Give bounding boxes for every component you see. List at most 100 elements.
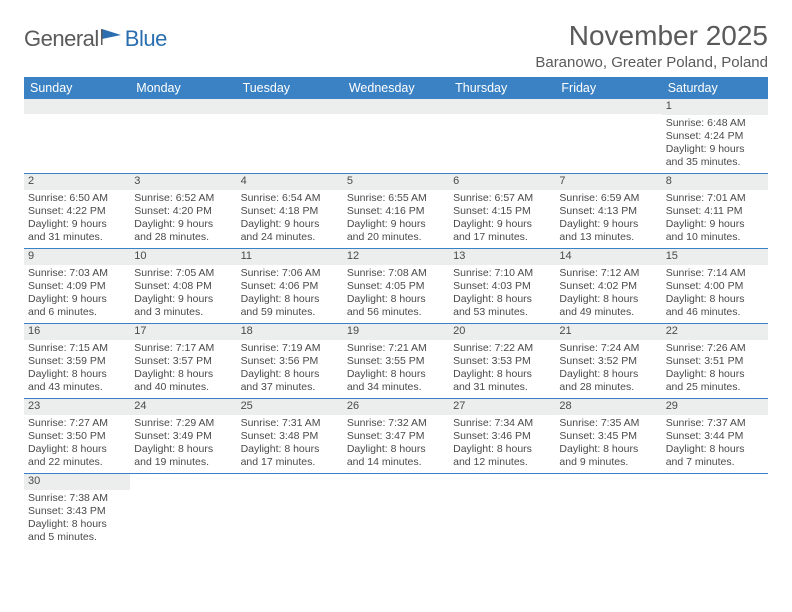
sunrise-text: Sunrise: 7:22 AM xyxy=(453,342,551,355)
day-number xyxy=(555,99,661,114)
daylight-text: Daylight: 8 hours and 28 minutes. xyxy=(559,368,657,394)
weekday-header: Sunday xyxy=(24,77,130,99)
daylight-text: Daylight: 8 hours and 19 minutes. xyxy=(134,443,232,469)
calendar-day-cell: 2Sunrise: 6:50 AMSunset: 4:22 PMDaylight… xyxy=(24,174,130,248)
calendar-day-cell: 6Sunrise: 6:57 AMSunset: 4:15 PMDaylight… xyxy=(449,174,555,248)
day-number: 30 xyxy=(24,474,130,490)
day-number: 27 xyxy=(449,399,555,415)
sunset-text: Sunset: 3:43 PM xyxy=(28,505,126,518)
day-number xyxy=(130,474,236,489)
daylight-text: Daylight: 8 hours and 59 minutes. xyxy=(241,293,339,319)
weekday-header: Monday xyxy=(130,77,236,99)
calendar-day-cell xyxy=(449,474,555,548)
calendar-day-cell: 18Sunrise: 7:19 AMSunset: 3:56 PMDayligh… xyxy=(237,324,343,398)
sunrise-text: Sunrise: 7:19 AM xyxy=(241,342,339,355)
day-number: 2 xyxy=(24,174,130,190)
sunrise-text: Sunrise: 7:35 AM xyxy=(559,417,657,430)
day-number: 28 xyxy=(555,399,661,415)
calendar-day-cell xyxy=(343,474,449,548)
calendar-day-cell: 1Sunrise: 6:48 AMSunset: 4:24 PMDaylight… xyxy=(662,99,768,173)
day-number: 6 xyxy=(449,174,555,190)
daylight-text: Daylight: 9 hours and 28 minutes. xyxy=(134,218,232,244)
weekday-header: Wednesday xyxy=(343,77,449,99)
day-details: Sunrise: 7:27 AMSunset: 3:50 PMDaylight:… xyxy=(24,415,130,472)
calendar-day-cell: 16Sunrise: 7:15 AMSunset: 3:59 PMDayligh… xyxy=(24,324,130,398)
sunrise-text: Sunrise: 6:57 AM xyxy=(453,192,551,205)
sunrise-text: Sunrise: 6:59 AM xyxy=(559,192,657,205)
day-number: 17 xyxy=(130,324,236,340)
calendar-day-cell: 14Sunrise: 7:12 AMSunset: 4:02 PMDayligh… xyxy=(555,249,661,323)
sunrise-text: Sunrise: 7:05 AM xyxy=(134,267,232,280)
calendar-week-row: 1Sunrise: 6:48 AMSunset: 4:24 PMDaylight… xyxy=(24,99,768,174)
calendar-day-cell: 30Sunrise: 7:38 AMSunset: 3:43 PMDayligh… xyxy=(24,474,130,548)
day-details: Sunrise: 7:15 AMSunset: 3:59 PMDaylight:… xyxy=(24,340,130,397)
sunset-text: Sunset: 3:51 PM xyxy=(666,355,764,368)
day-details: Sunrise: 7:32 AMSunset: 3:47 PMDaylight:… xyxy=(343,415,449,472)
sunrise-text: Sunrise: 7:37 AM xyxy=(666,417,764,430)
calendar-day-cell xyxy=(343,99,449,173)
calendar-day-cell: 7Sunrise: 6:59 AMSunset: 4:13 PMDaylight… xyxy=(555,174,661,248)
daylight-text: Daylight: 8 hours and 56 minutes. xyxy=(347,293,445,319)
day-number xyxy=(343,99,449,114)
page-title: November 2025 xyxy=(535,20,768,52)
day-number: 19 xyxy=(343,324,449,340)
sunset-text: Sunset: 3:47 PM xyxy=(347,430,445,443)
daylight-text: Daylight: 8 hours and 37 minutes. xyxy=(241,368,339,394)
calendar-week-row: 9Sunrise: 7:03 AMSunset: 4:09 PMDaylight… xyxy=(24,249,768,324)
sunrise-text: Sunrise: 7:08 AM xyxy=(347,267,445,280)
sunrise-text: Sunrise: 7:27 AM xyxy=(28,417,126,430)
calendar-day-cell: 24Sunrise: 7:29 AMSunset: 3:49 PMDayligh… xyxy=(130,399,236,473)
day-details: Sunrise: 6:52 AMSunset: 4:20 PMDaylight:… xyxy=(130,190,236,247)
daylight-text: Daylight: 8 hours and 14 minutes. xyxy=(347,443,445,469)
title-block: November 2025 Baranowo, Greater Poland, … xyxy=(535,20,768,71)
calendar-day-cell: 21Sunrise: 7:24 AMSunset: 3:52 PMDayligh… xyxy=(555,324,661,398)
day-number xyxy=(449,99,555,114)
day-details: Sunrise: 7:37 AMSunset: 3:44 PMDaylight:… xyxy=(662,415,768,472)
daylight-text: Daylight: 8 hours and 46 minutes. xyxy=(666,293,764,319)
day-details: Sunrise: 7:17 AMSunset: 3:57 PMDaylight:… xyxy=(130,340,236,397)
daylight-text: Daylight: 9 hours and 10 minutes. xyxy=(666,218,764,244)
day-details: Sunrise: 6:59 AMSunset: 4:13 PMDaylight:… xyxy=(555,190,661,247)
sunrise-text: Sunrise: 6:50 AM xyxy=(28,192,126,205)
day-number xyxy=(555,474,661,489)
daylight-text: Daylight: 9 hours and 17 minutes. xyxy=(453,218,551,244)
day-number: 15 xyxy=(662,249,768,265)
calendar-day-cell xyxy=(662,474,768,548)
sunset-text: Sunset: 3:56 PM xyxy=(241,355,339,368)
day-number: 26 xyxy=(343,399,449,415)
sunset-text: Sunset: 4:20 PM xyxy=(134,205,232,218)
day-details: Sunrise: 7:08 AMSunset: 4:05 PMDaylight:… xyxy=(343,265,449,322)
calendar-day-cell: 19Sunrise: 7:21 AMSunset: 3:55 PMDayligh… xyxy=(343,324,449,398)
calendar-day-cell: 27Sunrise: 7:34 AMSunset: 3:46 PMDayligh… xyxy=(449,399,555,473)
sunrise-text: Sunrise: 7:26 AM xyxy=(666,342,764,355)
day-details: Sunrise: 7:29 AMSunset: 3:49 PMDaylight:… xyxy=(130,415,236,472)
sunrise-text: Sunrise: 7:29 AM xyxy=(134,417,232,430)
daylight-text: Daylight: 8 hours and 25 minutes. xyxy=(666,368,764,394)
calendar-day-cell: 13Sunrise: 7:10 AMSunset: 4:03 PMDayligh… xyxy=(449,249,555,323)
day-number: 23 xyxy=(24,399,130,415)
sunrise-text: Sunrise: 7:38 AM xyxy=(28,492,126,505)
calendar-day-cell xyxy=(237,474,343,548)
calendar-day-cell xyxy=(449,99,555,173)
daylight-text: Daylight: 8 hours and 22 minutes. xyxy=(28,443,126,469)
calendar-day-cell xyxy=(24,99,130,173)
calendar-day-cell: 22Sunrise: 7:26 AMSunset: 3:51 PMDayligh… xyxy=(662,324,768,398)
sunset-text: Sunset: 3:44 PM xyxy=(666,430,764,443)
day-number xyxy=(24,99,130,114)
calendar-week-row: 23Sunrise: 7:27 AMSunset: 3:50 PMDayligh… xyxy=(24,399,768,474)
daylight-text: Daylight: 8 hours and 34 minutes. xyxy=(347,368,445,394)
calendar-day-cell: 23Sunrise: 7:27 AMSunset: 3:50 PMDayligh… xyxy=(24,399,130,473)
calendar-day-cell xyxy=(555,474,661,548)
sunset-text: Sunset: 4:24 PM xyxy=(666,130,764,143)
daylight-text: Daylight: 9 hours and 6 minutes. xyxy=(28,293,126,319)
day-number: 1 xyxy=(662,99,768,115)
weekday-header: Tuesday xyxy=(237,77,343,99)
daylight-text: Daylight: 9 hours and 20 minutes. xyxy=(347,218,445,244)
calendar-day-cell: 15Sunrise: 7:14 AMSunset: 4:00 PMDayligh… xyxy=(662,249,768,323)
logo-word-1: General xyxy=(24,26,99,52)
daylight-text: Daylight: 8 hours and 31 minutes. xyxy=(453,368,551,394)
daylight-text: Daylight: 8 hours and 12 minutes. xyxy=(453,443,551,469)
calendar-day-cell xyxy=(130,474,236,548)
daylight-text: Daylight: 9 hours and 24 minutes. xyxy=(241,218,339,244)
day-details: Sunrise: 7:35 AMSunset: 3:45 PMDaylight:… xyxy=(555,415,661,472)
